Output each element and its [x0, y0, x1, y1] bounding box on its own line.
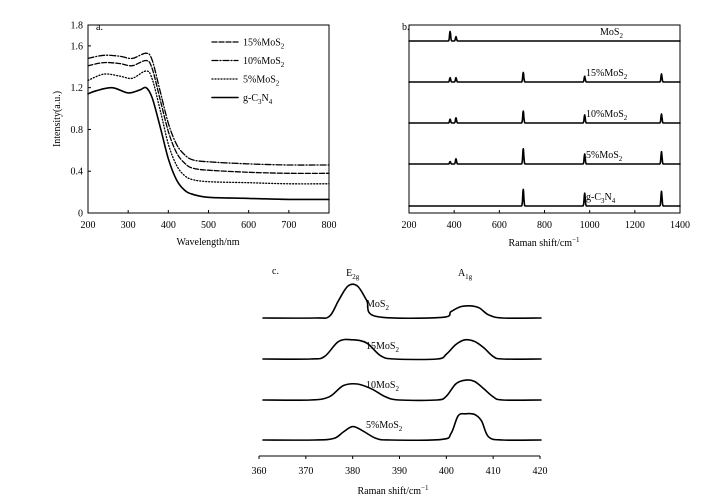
panel-a-label: a.	[96, 22, 103, 33]
panel-b-xtick-label: 1400	[670, 220, 690, 231]
panel-a-series-2	[87, 70, 330, 185]
panel-a-legend-label-2: 5%MoS2	[243, 75, 280, 88]
panel-c-series-0	[262, 283, 542, 320]
panel-c-series-label-3: 5%MoS2	[366, 420, 403, 433]
panel-a-ylabel: Intensity(a.u.)	[52, 91, 63, 147]
panel-a-ytick-label: 0.8	[71, 125, 84, 136]
panel-a-xtick-label: 700	[281, 220, 296, 231]
panel-c-xtick-label: 400	[439, 466, 454, 477]
panel-c-peak-label-0: E2g	[346, 268, 360, 281]
panel-c-xtick-label: 370	[298, 466, 313, 477]
panel-a-series-0	[87, 59, 330, 175]
panel-a-legend-label-0: 15%MoS2	[243, 38, 285, 51]
panel-a-xtick-label: 200	[81, 220, 96, 231]
panel-a-series-1	[87, 52, 330, 166]
panel-b-series-1	[408, 71, 681, 83]
panel-b-series-3	[408, 148, 681, 165]
panel-a-ytick-label: 0	[78, 209, 83, 220]
panel-b-series-0	[408, 30, 681, 42]
panel-c-xtick-label: 380	[345, 466, 360, 477]
panel-c-series-2	[262, 379, 542, 402]
panel-c-series-label-0: MoS2	[366, 299, 389, 312]
panel-c-series-group: MoS2 15MoS2 10MoS2 5%MoS2	[262, 283, 542, 442]
panel-a-xtick-label: 500	[201, 220, 216, 231]
panel-c-xtick-label: 420	[533, 466, 548, 477]
panel-b-series-group: MoS2 15%MoS2 10%MoS2 5%MoS2 g-C3N4	[408, 27, 681, 207]
panel-b-xtick-label: 400	[447, 220, 462, 231]
panel-a-xtick-label: 800	[322, 220, 337, 231]
panel-c-xtick-label: 360	[252, 466, 267, 477]
panel-b-series-label-0: MoS2	[600, 27, 623, 40]
panel-c-xtick-label: 390	[392, 466, 407, 477]
panel-a-xtick-label: 600	[241, 220, 256, 231]
panel-c-xtick-label: 410	[486, 466, 501, 477]
panel-c-series-3	[262, 412, 542, 442]
panel-a-legend: 15%MoS2 10%MoS2 5%MoS2 g-C3N4	[211, 38, 285, 106]
panel-a-ticks: 200 300 400 500 600 700 800 0 0.4 0.8 1.2 1.6 1.8	[71, 21, 337, 232]
panel-b-xtick-label: 200	[402, 220, 417, 231]
panel-b: b. MoS2 15%MoS2 10%MoS2 5%MoS2 g-C3N4 200 400…	[402, 22, 691, 249]
panel-b-xtick-label: 600	[492, 220, 507, 231]
panel-b-series-label-4: g-C3N4	[586, 192, 616, 205]
panel-a-series-group	[87, 52, 330, 201]
panel-a-legend-label-3: g-C3N4	[243, 93, 273, 106]
panel-b-series-label-2: 10%MoS2	[586, 109, 628, 122]
panel-c-xlabel: Raman shift/cm−1	[357, 484, 429, 497]
panel-b-label: b.	[402, 22, 410, 33]
panel-a-ytick-label: 1.2	[71, 83, 84, 94]
panel-a-legend-label-1: 10%MoS2	[243, 56, 285, 69]
panel-a-series-3	[87, 86, 330, 201]
panel-a-xtick-label: 400	[161, 220, 176, 231]
panel-a-ytick-label: 1.6	[71, 41, 84, 52]
panel-c-series-label-2: 10MoS2	[366, 380, 399, 393]
panel-b-series-2	[408, 110, 681, 124]
panel-b-xtick-label: 1200	[625, 220, 645, 231]
panel-a-ytick-label: 1.8	[71, 21, 84, 32]
panel-a-frame	[87, 24, 330, 214]
panel-b-series-label-1: 15%MoS2	[586, 68, 628, 81]
panel-a: a. 200 300 400 500 600 700 800 0 0.4 0.8 1.2 1.6 1.8…	[52, 21, 337, 249]
panel-b-ticks: 200 400 600 800 1000 1200 1400	[402, 210, 690, 231]
panel-b-xlabel: Raman shift/cm−1	[508, 236, 580, 249]
panel-c-series-label-1: 15MoS2	[366, 341, 399, 354]
panel-b-xtick-label: 800	[537, 220, 552, 231]
panel-a-xtick-label: 300	[121, 220, 136, 231]
panel-b-series-4	[408, 188, 681, 207]
panel-c-peak-labels: E2g A1g	[346, 268, 473, 281]
panel-c-peak-label-1: A1g	[458, 268, 473, 281]
panel-b-xtick-label: 1000	[580, 220, 600, 231]
panel-a-xlabel: Wavelength/nm	[176, 237, 239, 248]
panel-c: c. MoS2 15MoS2 10MoS2 5%MoS2 360 370 380 390 40…	[252, 266, 548, 497]
panel-b-series-label-3: 5%MoS2	[586, 150, 623, 163]
panel-c-ticks: 360 370 380 390 400 410 420	[252, 456, 548, 477]
panel-a-ytick-label: 0.4	[71, 167, 84, 178]
panel-c-label: c.	[272, 266, 279, 277]
panel-c-series-1	[262, 338, 542, 361]
